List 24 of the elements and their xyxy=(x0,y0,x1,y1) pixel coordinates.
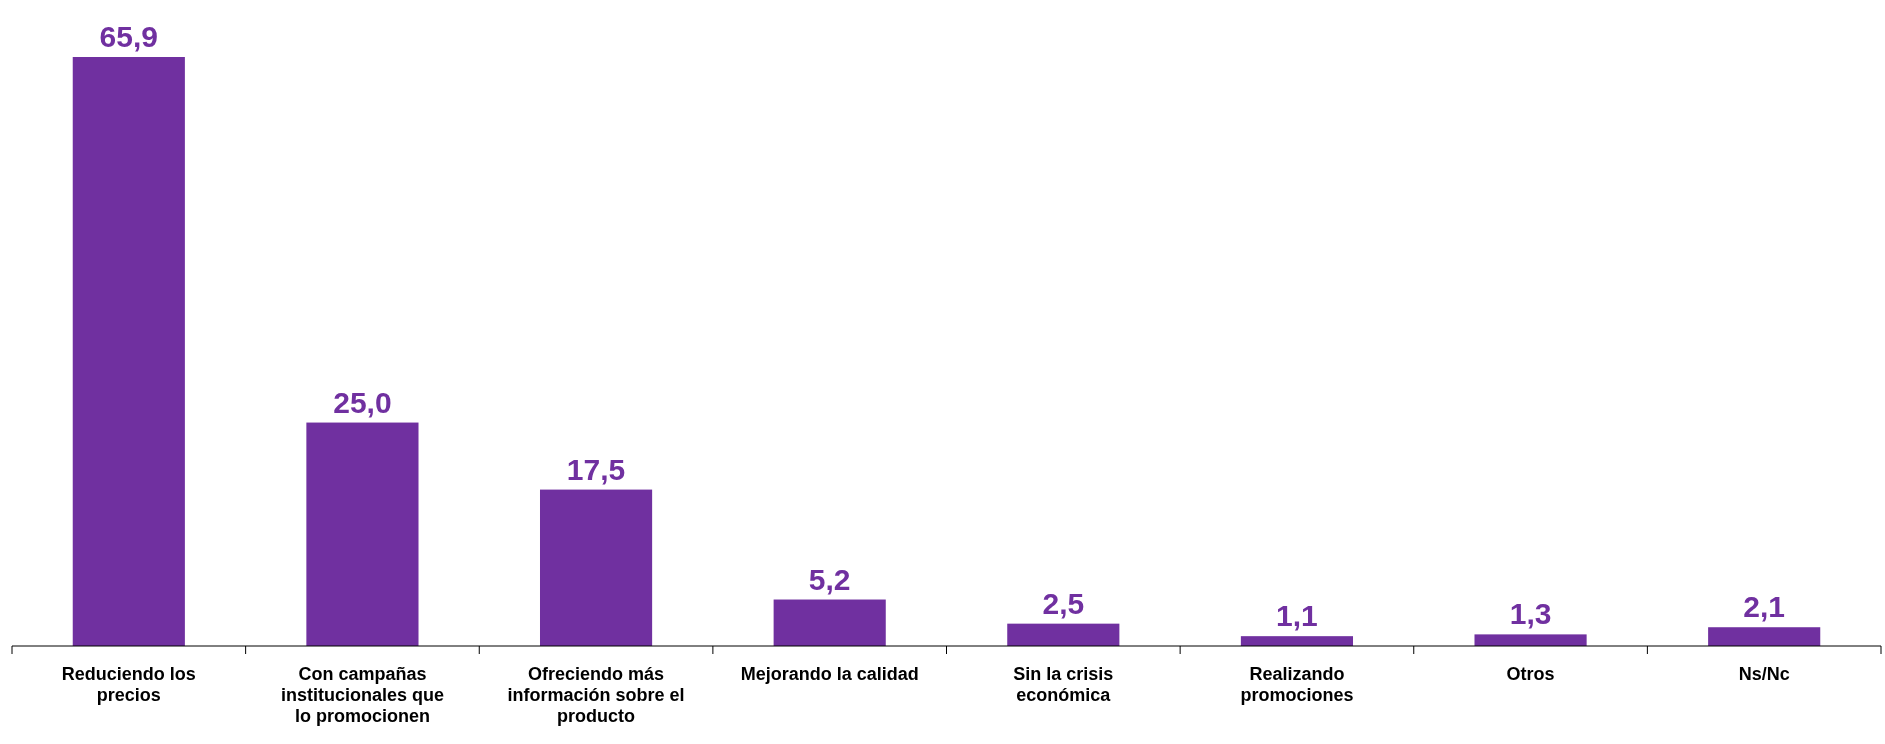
bar xyxy=(1708,627,1821,646)
data-label: 2,5 xyxy=(1042,586,1085,620)
x-tick-label: Realizando promociones xyxy=(1240,664,1354,705)
bar xyxy=(1007,623,1120,646)
data-label: 5,2 xyxy=(808,562,851,596)
x-tick-label: Otros xyxy=(1506,664,1555,684)
bar xyxy=(72,57,185,646)
bar xyxy=(773,599,886,646)
bar xyxy=(306,422,419,646)
x-tick-label: Reduciendo los precios xyxy=(61,664,196,705)
bar xyxy=(539,489,653,646)
data-label: 17,5 xyxy=(566,452,626,486)
x-tick-label: Mejorando la calidad xyxy=(740,664,919,684)
bar xyxy=(1474,634,1587,646)
data-label: 2,1 xyxy=(1743,590,1786,624)
x-tick-label: Con campañas institucionales que lo promocionen xyxy=(280,664,444,726)
bar xyxy=(1240,636,1354,646)
data-label: 65,9 xyxy=(99,20,159,53)
x-tick-label: Ns/Nc xyxy=(1738,664,1790,684)
x-tick-label: Ofreciendo más información sobre el producto xyxy=(507,664,685,726)
x-tick-label: Sin la crisis económica xyxy=(1013,664,1114,705)
data-label: 1,3 xyxy=(1509,597,1552,631)
data-label: 1,1 xyxy=(1276,599,1318,633)
data-label: 25,0 xyxy=(333,385,392,419)
